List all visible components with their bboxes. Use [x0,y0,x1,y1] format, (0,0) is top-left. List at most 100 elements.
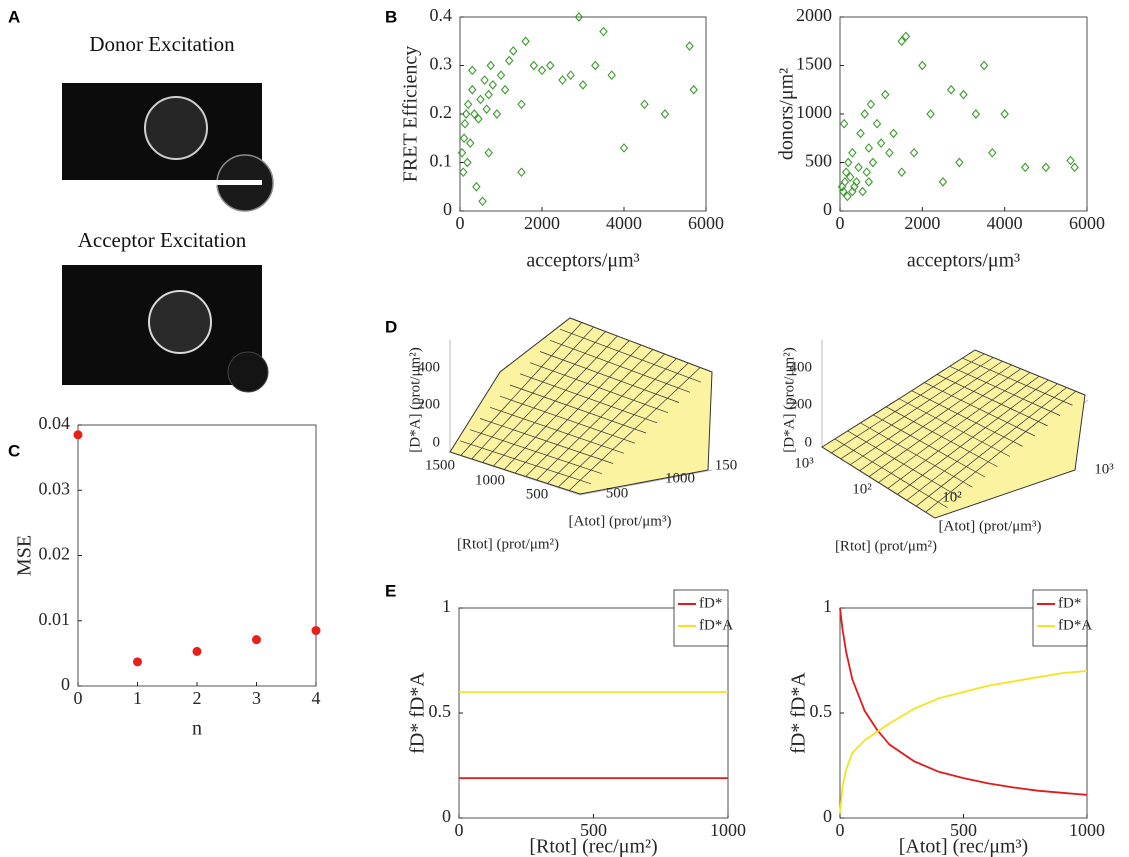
point [926,109,935,119]
point [660,109,670,119]
y-tick-label: 0.02 [39,544,71,564]
y-tick-label: 0.4 [430,5,453,25]
a-tick-label: 10² [942,489,962,505]
point [858,186,867,197]
y-tick-label: 0.03 [39,478,71,498]
x-tick-label: 6000 [1069,213,1105,233]
x-tick-label: 6000 [688,213,724,233]
point [500,84,510,95]
x-tick-label: 0 [836,213,845,233]
y-tick-label: 0 [442,806,451,826]
point [1041,162,1051,173]
y-tick-label: 0 [443,199,452,219]
y-tick-label: 0 [61,674,70,694]
line [839,670,1088,814]
x-tick-label: 0 [836,820,845,840]
point [848,186,857,197]
point [566,70,575,81]
x-tick-label: 1 [133,688,142,708]
point [864,143,874,153]
point [468,65,477,76]
point [901,31,911,42]
point [839,186,848,197]
point [529,60,539,71]
point [843,191,852,202]
point [468,84,477,95]
x-axis-label: acceptors/μm³ [526,250,639,272]
point [472,181,481,192]
a-tick-label: 1000 [665,470,695,486]
point [537,65,547,76]
point [599,26,608,37]
point [689,84,698,95]
point [517,167,526,178]
x-tick-label: 4000 [987,213,1023,233]
point [876,138,886,148]
point [841,167,851,178]
point [872,118,882,129]
point [868,157,878,168]
point [856,128,865,139]
x-tick-label: 2000 [904,213,940,233]
point [480,75,489,85]
r-axis-label: [Rtot] (prot/μm²) [835,538,937,554]
point [486,60,495,71]
x-axis-label: acceptors/μm³ [907,250,1020,272]
y-axis-label: MSE [14,535,36,576]
surface-grid [915,387,1067,507]
point [607,70,616,81]
point [988,147,997,158]
y-axis-label: FRET Efficiency [400,46,422,182]
a-axis-label: [Atot] (prot/μm³) [569,513,672,529]
point [946,84,956,95]
y-tick-label: 0.2 [430,102,453,122]
x-tick-label: 2 [193,688,202,708]
a-tick-label: 500 [606,485,629,501]
point [889,128,898,139]
y-tick-label: 0.04 [39,413,71,433]
surface-grid [962,357,1073,406]
r-tick-label: 1000 [475,472,505,488]
point [459,167,468,178]
panel-label: E [385,581,396,600]
point [897,167,906,178]
point [192,646,202,656]
point [460,118,470,129]
y-tick-label: 1 [823,596,832,616]
point [484,147,493,158]
x-tick-label: 1000 [1069,820,1105,840]
z-tick-label: 400 [418,359,441,375]
x-axis-label: [Atot] (rec/μm³) [899,836,1028,857]
point [860,109,869,119]
r-tick-label: 1500 [425,457,455,473]
point [252,635,261,645]
x-tick-label: 1000 [710,820,746,840]
x-tick-label: 4000 [606,213,642,233]
point [517,99,526,110]
y-axis-label: fD* fD*A [788,672,810,754]
point [839,118,849,129]
point [558,75,567,85]
micrograph [62,265,269,393]
point [484,89,493,100]
point [1070,162,1079,173]
line [839,607,1088,796]
point [846,172,855,182]
z-tick-label: 0 [805,434,813,450]
y-tick-label: 1 [442,596,451,616]
point [1000,109,1009,119]
point [509,46,518,56]
point [311,626,321,636]
point [1021,162,1030,173]
point [545,60,555,71]
surface-plots: 0 200 400 1500 1000 500 500 1000 150 [D*A] (prot/… [407,317,1114,554]
point [459,133,469,144]
panel-label: D [385,317,397,336]
y-tick-label: 2000 [796,5,832,25]
x-tick-label: 500 [950,820,977,840]
y-tick-label: 500 [805,151,832,171]
point [866,99,876,110]
point [474,114,483,124]
surface-grid [568,367,701,491]
